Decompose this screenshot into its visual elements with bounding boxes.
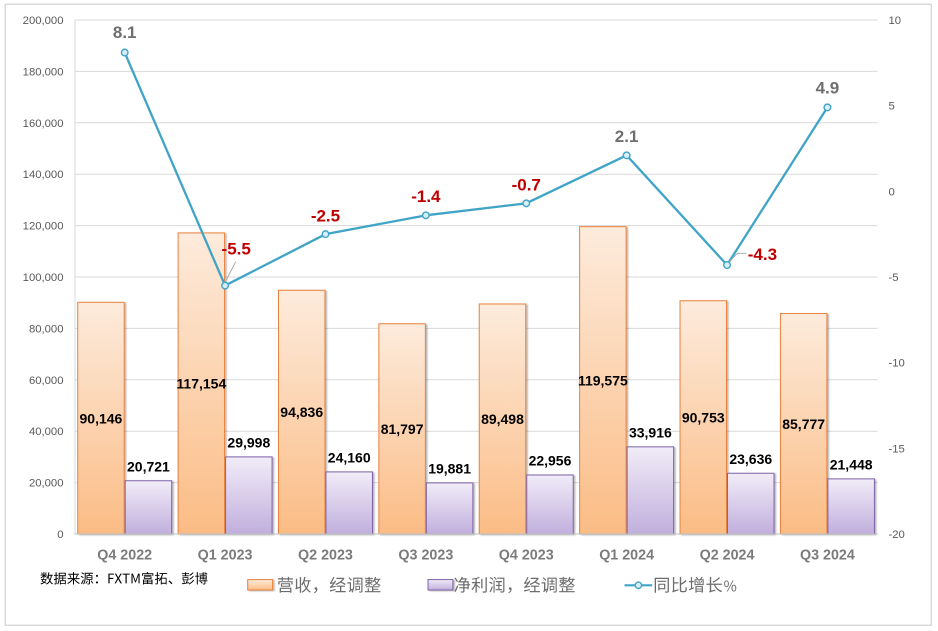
- svg-text:19,881: 19,881: [428, 460, 471, 476]
- svg-text:10: 10: [889, 15, 902, 27]
- svg-text:5: 5: [889, 101, 895, 113]
- svg-text:Q2 2023: Q2 2023: [298, 547, 353, 563]
- svg-text:89,498: 89,498: [481, 411, 524, 427]
- svg-text:81,797: 81,797: [381, 421, 424, 437]
- svg-text:29,998: 29,998: [227, 434, 270, 450]
- svg-text:22,956: 22,956: [529, 453, 572, 469]
- svg-text:4.9: 4.9: [816, 79, 840, 98]
- svg-text:90,146: 90,146: [80, 410, 123, 426]
- svg-text:119,575: 119,575: [578, 372, 628, 388]
- svg-text:-2.5: -2.5: [311, 206, 340, 225]
- svg-text:160,000: 160,000: [23, 118, 64, 130]
- svg-text:20,721: 20,721: [127, 458, 170, 474]
- svg-text:0: 0: [57, 529, 63, 541]
- svg-text:140,000: 140,000: [23, 169, 64, 181]
- svg-text:-20: -20: [889, 529, 905, 541]
- svg-text:Q4 2022: Q4 2022: [97, 547, 152, 563]
- svg-text:200,000: 200,000: [23, 15, 64, 27]
- svg-text:-15: -15: [889, 443, 905, 455]
- svg-text:Q2 2024: Q2 2024: [700, 547, 755, 563]
- svg-text:180,000: 180,000: [23, 66, 64, 78]
- svg-text:Q3 2024: Q3 2024: [800, 547, 855, 563]
- svg-text:33,916: 33,916: [629, 424, 672, 440]
- svg-text:100,000: 100,000: [23, 272, 64, 284]
- svg-text:8.1: 8.1: [113, 23, 137, 42]
- svg-text:24,160: 24,160: [328, 449, 371, 465]
- svg-text:2.1: 2.1: [615, 127, 639, 146]
- svg-text:90,753: 90,753: [682, 409, 725, 425]
- svg-text:0: 0: [889, 186, 895, 198]
- svg-text:-5.5: -5.5: [222, 240, 251, 259]
- svg-text:20,000: 20,000: [29, 478, 64, 490]
- svg-text:21,448: 21,448: [830, 456, 873, 472]
- svg-text:Q3 2023: Q3 2023: [398, 547, 453, 563]
- svg-text:85,777: 85,777: [782, 416, 825, 432]
- svg-text:60,000: 60,000: [29, 375, 64, 387]
- svg-text:-10: -10: [889, 358, 905, 370]
- svg-text:Q1 2024: Q1 2024: [599, 547, 654, 563]
- svg-text:120,000: 120,000: [23, 221, 64, 233]
- svg-text:-0.7: -0.7: [512, 176, 541, 195]
- svg-text:117,154: 117,154: [176, 376, 226, 392]
- svg-text:23,636: 23,636: [729, 451, 772, 467]
- svg-text:40,000: 40,000: [29, 426, 64, 438]
- svg-text:Q1 2023: Q1 2023: [198, 547, 253, 563]
- svg-text:-1.4: -1.4: [411, 187, 441, 206]
- svg-text:94,836: 94,836: [280, 404, 323, 420]
- svg-text:-5: -5: [889, 272, 899, 284]
- svg-text:80,000: 80,000: [29, 323, 64, 335]
- svg-text:Q4 2023: Q4 2023: [499, 547, 554, 563]
- svg-text:-4.3: -4.3: [748, 245, 777, 264]
